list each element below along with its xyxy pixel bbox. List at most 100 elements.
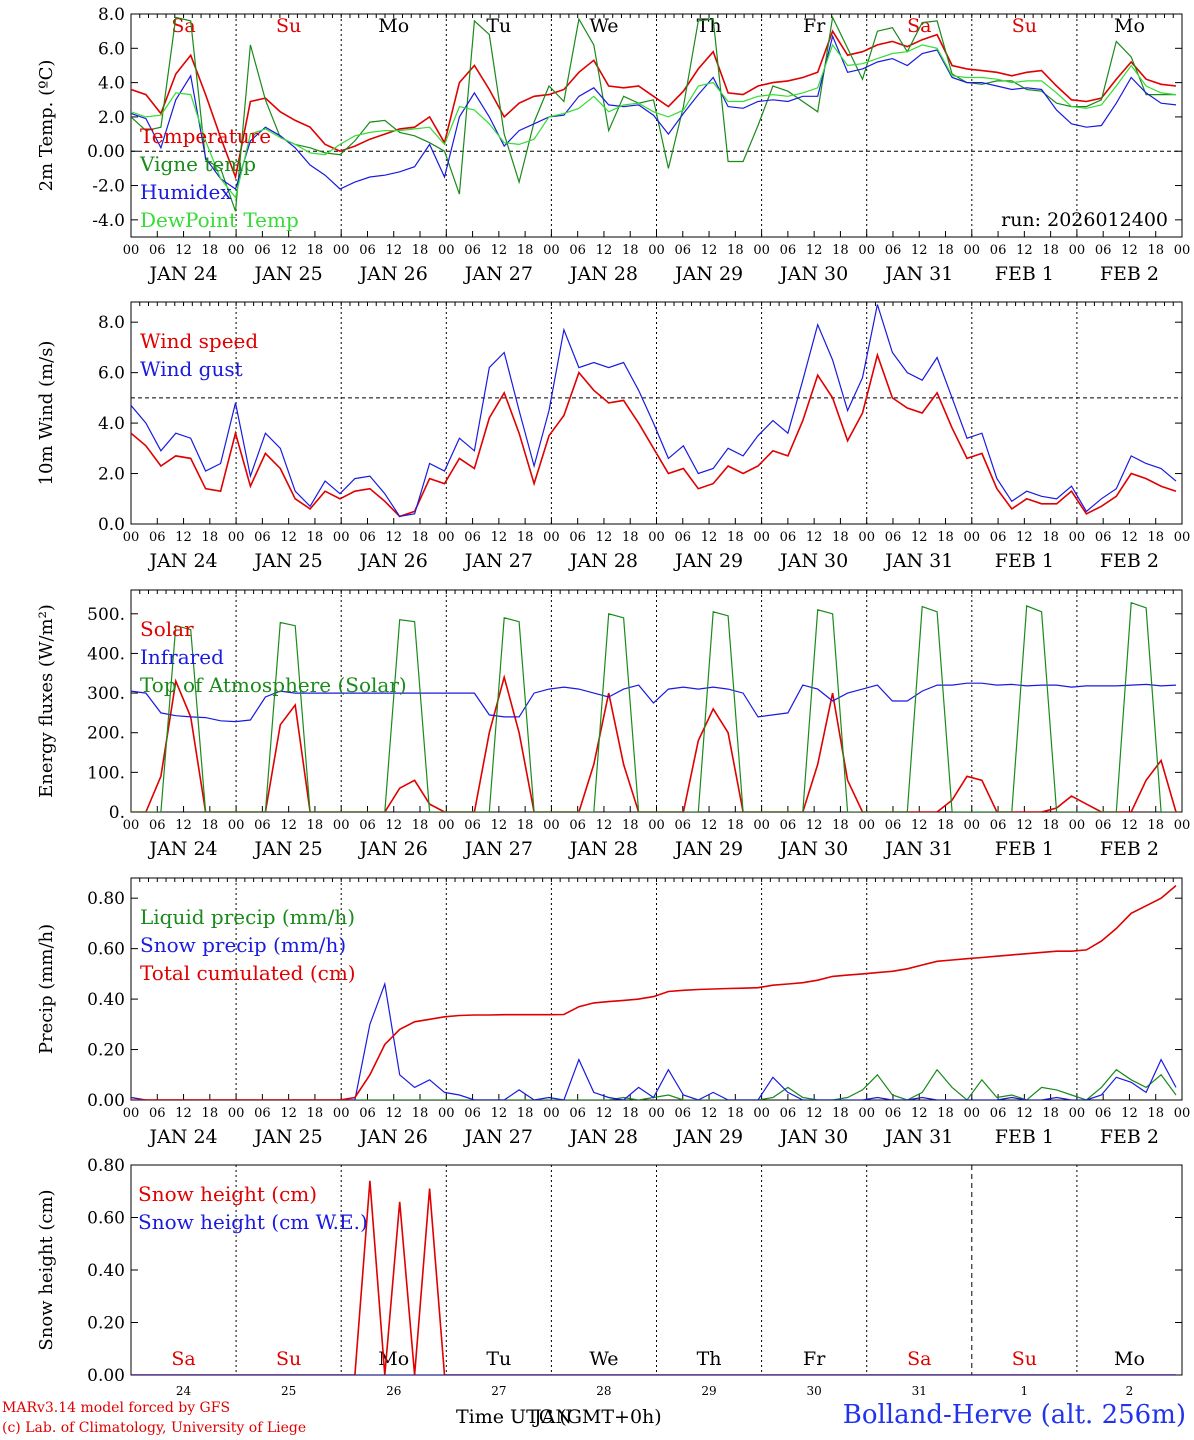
y-axis-label: 2m Temp. (ºC) bbox=[36, 60, 57, 192]
hour-tick-label: 12 bbox=[911, 818, 928, 833]
day-label: JAN 28 bbox=[568, 838, 638, 860]
day-number-label: 25 bbox=[281, 1384, 296, 1398]
y-tick-label: 4.0 bbox=[98, 74, 125, 94]
hour-tick-label: 00 bbox=[228, 243, 245, 258]
day-number-label: 24 bbox=[176, 1384, 192, 1398]
hour-tick-label: 06 bbox=[885, 1106, 902, 1121]
hour-tick-label: 18 bbox=[307, 1106, 324, 1121]
hour-tick-label: 00 bbox=[123, 818, 140, 833]
y-tick-label: 6.0 bbox=[98, 39, 125, 59]
hour-tick-label: 12 bbox=[175, 243, 192, 258]
day-label: JAN 30 bbox=[778, 838, 848, 860]
hour-tick-label: 00 bbox=[858, 530, 875, 545]
series-line-humidex bbox=[131, 34, 1177, 190]
hour-tick-label: 18 bbox=[832, 530, 849, 545]
day-number-label: 27 bbox=[491, 1384, 506, 1398]
hour-tick-label: 06 bbox=[569, 818, 586, 833]
y-tick-label: 0. bbox=[109, 803, 125, 823]
hour-tick-label: 06 bbox=[780, 818, 797, 833]
hour-tick-label: 12 bbox=[491, 243, 508, 258]
hour-tick-label: 00 bbox=[1174, 818, 1191, 833]
y-tick-label: -2.0 bbox=[92, 177, 125, 197]
hour-tick-label: 12 bbox=[806, 818, 823, 833]
hour-tick-label: 18 bbox=[412, 818, 429, 833]
hour-tick-label: 12 bbox=[1121, 818, 1138, 833]
hour-tick-label: 18 bbox=[202, 1106, 219, 1121]
hour-tick-label: 00 bbox=[964, 243, 981, 258]
hour-tick-label: 12 bbox=[596, 818, 613, 833]
hour-tick-label: 18 bbox=[832, 243, 849, 258]
y-tick-label: 0.60 bbox=[87, 940, 125, 960]
day-label: JAN 29 bbox=[673, 1126, 743, 1148]
legend-entry: Snow precip (mm/h) bbox=[140, 933, 346, 957]
y-tick-label: 0.80 bbox=[87, 889, 125, 909]
day-label: JAN 24 bbox=[147, 1126, 217, 1148]
hour-tick-label: 18 bbox=[1147, 818, 1164, 833]
hour-tick-label: 06 bbox=[780, 1106, 797, 1121]
y-axis-label: Precip (mm/h) bbox=[36, 924, 57, 1054]
hour-tick-label: 00 bbox=[333, 530, 350, 545]
day-label: JAN 25 bbox=[253, 1126, 323, 1148]
weekday-label: Sa bbox=[907, 15, 931, 37]
y-axis-label: Energy fluxes (W/m²) bbox=[36, 604, 57, 798]
credit-lab: (c) Lab. of Climatology, University of L… bbox=[2, 1420, 307, 1436]
y-tick-label: 0.00 bbox=[87, 1366, 125, 1386]
hour-tick-label: 00 bbox=[1174, 1106, 1191, 1121]
series-line-wind-gust bbox=[131, 304, 1177, 518]
hour-tick-label: 18 bbox=[622, 243, 639, 258]
hour-tick-label: 18 bbox=[517, 818, 534, 833]
y-tick-label: 200. bbox=[87, 724, 125, 744]
legend-entry: Wind speed bbox=[140, 329, 258, 353]
hour-tick-label: 06 bbox=[254, 818, 271, 833]
day-label: JAN 29 bbox=[673, 838, 743, 860]
series-line-vigne-temp bbox=[131, 15, 1176, 212]
hour-tick-label: 18 bbox=[1147, 1106, 1164, 1121]
day-label: FEB 1 bbox=[995, 263, 1054, 285]
series-line-solar bbox=[131, 674, 1177, 812]
weekday-label: Sa bbox=[171, 1348, 195, 1370]
hour-tick-label: 00 bbox=[333, 1106, 350, 1121]
day-label: FEB 2 bbox=[1100, 263, 1159, 285]
hour-tick-label: 00 bbox=[438, 1106, 455, 1121]
hour-tick-label: 18 bbox=[727, 1106, 744, 1121]
weekday-label: Su bbox=[1012, 1348, 1037, 1370]
hour-tick-label: 12 bbox=[1016, 1106, 1033, 1121]
hour-tick-label: 18 bbox=[727, 818, 744, 833]
series-line-temperature bbox=[131, 29, 1177, 180]
run-label: run: 2026012400 bbox=[1001, 209, 1168, 231]
hour-tick-label: 00 bbox=[333, 818, 350, 833]
hour-tick-label: 06 bbox=[464, 818, 481, 833]
day-label: FEB 2 bbox=[1100, 1126, 1159, 1148]
day-label: JAN 26 bbox=[358, 1126, 428, 1148]
day-label: JAN 27 bbox=[463, 263, 533, 285]
weekday-label: Tu bbox=[486, 15, 511, 37]
y-tick-label: 0.00 bbox=[87, 1091, 125, 1111]
hour-tick-label: 00 bbox=[858, 1106, 875, 1121]
hour-tick-label: 18 bbox=[727, 530, 744, 545]
hour-tick-label: 00 bbox=[753, 818, 770, 833]
day-label: FEB 2 bbox=[1100, 550, 1159, 572]
hour-tick-label: 06 bbox=[359, 530, 376, 545]
hour-tick-label: 00 bbox=[228, 818, 245, 833]
day-label: JAN 25 bbox=[253, 838, 323, 860]
legend-entry: Top of Atmosphere (Solar) bbox=[140, 673, 407, 697]
hour-tick-label: 18 bbox=[1147, 530, 1164, 545]
y-tick-label: 100. bbox=[87, 763, 125, 783]
hour-tick-label: 06 bbox=[254, 530, 271, 545]
hour-tick-label: 12 bbox=[701, 818, 718, 833]
day-number-label: 2 bbox=[1126, 1384, 1134, 1398]
hour-tick-label: 06 bbox=[990, 1106, 1007, 1121]
hour-tick-label: 00 bbox=[858, 243, 875, 258]
hour-tick-label: 18 bbox=[937, 243, 954, 258]
y-tick-label: 2.0 bbox=[98, 108, 125, 128]
hour-tick-label: 18 bbox=[517, 243, 534, 258]
y-tick-label: 300. bbox=[87, 684, 125, 704]
y-tick-label: 0.80 bbox=[87, 1156, 125, 1176]
hour-tick-label: 00 bbox=[333, 243, 350, 258]
hour-tick-label: 06 bbox=[780, 530, 797, 545]
hour-tick-label: 12 bbox=[911, 1106, 928, 1121]
hour-tick-label: 18 bbox=[1042, 818, 1059, 833]
hour-tick-label: 06 bbox=[1095, 1106, 1112, 1121]
hour-tick-label: 12 bbox=[491, 1106, 508, 1121]
hour-tick-label: 00 bbox=[648, 243, 665, 258]
